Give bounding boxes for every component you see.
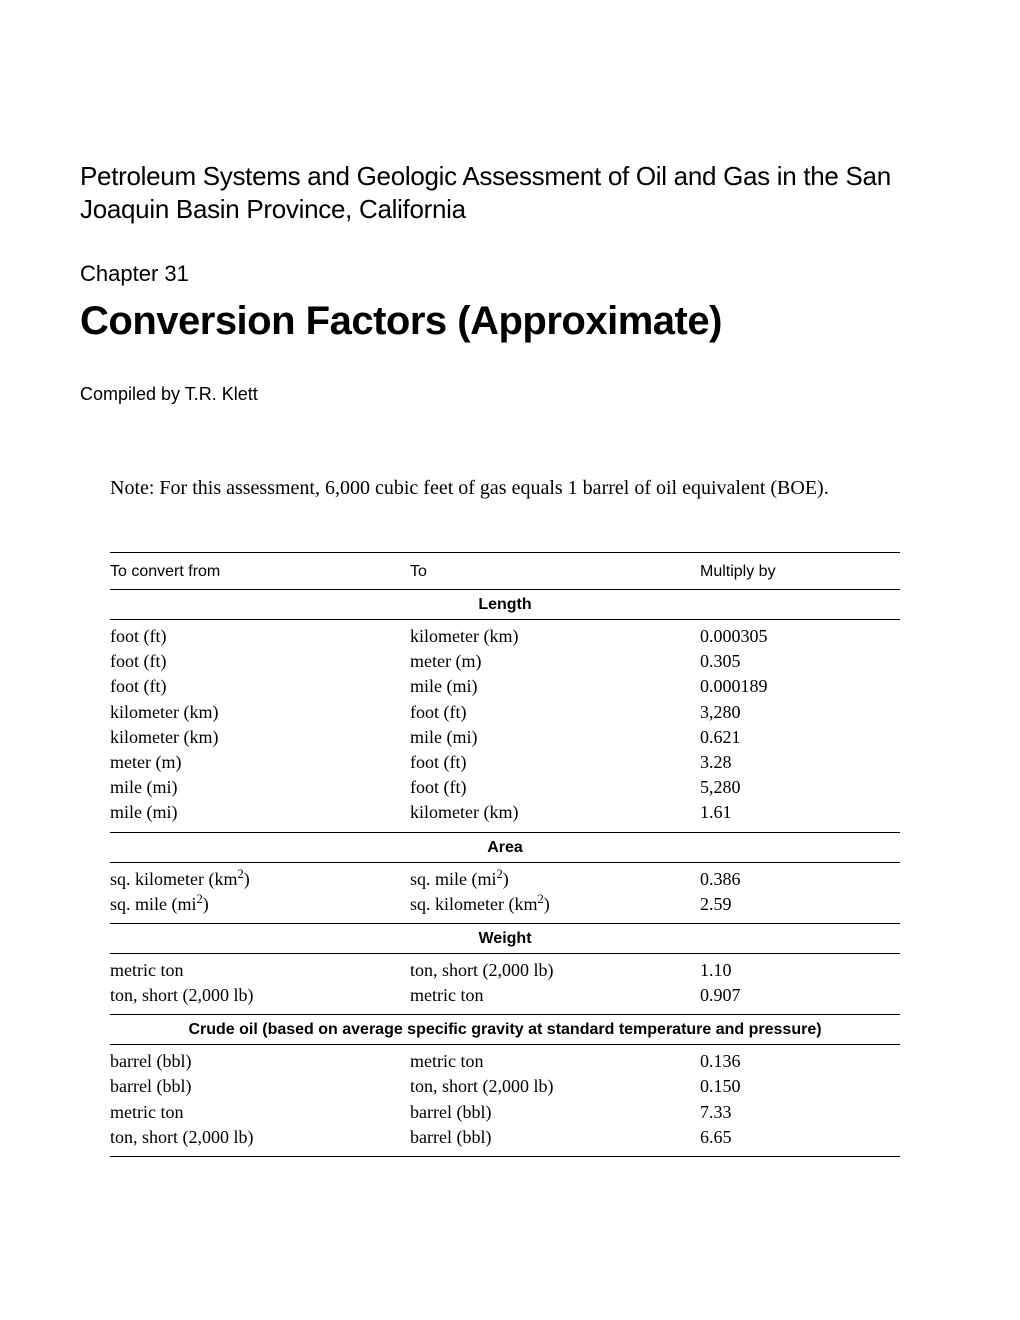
cell-from: foot (ft) (110, 624, 410, 649)
col-header-from: To convert from (110, 563, 410, 581)
cell-to: barrel (bbl) (410, 1125, 700, 1150)
col-header-mult: Multiply by (700, 563, 900, 581)
cell-mult: 2.59 (700, 892, 900, 917)
cell-mult: 1.61 (700, 800, 900, 825)
table-row: barrel (bbl)ton, short (2,000 lb)0.150 (110, 1074, 900, 1099)
cell-from: mile (mi) (110, 775, 410, 800)
cell-mult: 0.136 (700, 1049, 900, 1074)
cell-from: sq. kilometer (km2) (110, 867, 410, 892)
cell-to: metric ton (410, 983, 700, 1008)
cell-mult: 0.000305 (700, 624, 900, 649)
cell-mult: 0.621 (700, 725, 900, 750)
cell-to: kilometer (km) (410, 800, 700, 825)
table-row: sq. kilometer (km2)sq. mile (mi2)0.386 (110, 867, 900, 892)
section-block: sq. kilometer (km2)sq. mile (mi2)0.386sq… (110, 863, 900, 923)
assessment-note: Note: For this assessment, 6,000 cubic f… (110, 475, 840, 502)
section-title: Crude oil (based on average specific gra… (110, 1015, 900, 1044)
section-block: barrel (bbl)metric ton0.136barrel (bbl)t… (110, 1045, 900, 1156)
cell-from: barrel (bbl) (110, 1074, 410, 1099)
table-row: barrel (bbl)metric ton0.136 (110, 1049, 900, 1074)
cell-from: ton, short (2,000 lb) (110, 983, 410, 1008)
table-row: foot (ft)meter (m)0.305 (110, 649, 900, 674)
table-row: ton, short (2,000 lb)barrel (bbl)6.65 (110, 1125, 900, 1150)
cell-to: mile (mi) (410, 725, 700, 750)
document-page: Petroleum Systems and Geologic Assessmen… (0, 0, 1020, 1237)
cell-to: foot (ft) (410, 750, 700, 775)
cell-from: sq. mile (mi2) (110, 892, 410, 917)
table-row: sq. mile (mi2)sq. kilometer (km2)2.59 (110, 892, 900, 917)
section-title: Length (110, 590, 900, 619)
cell-to: ton, short (2,000 lb) (410, 958, 700, 983)
cell-from: metric ton (110, 1100, 410, 1125)
table-row: metric tonton, short (2,000 lb)1.10 (110, 958, 900, 983)
cell-from: foot (ft) (110, 649, 410, 674)
table-header-row: To convert from To Multiply by (110, 553, 900, 589)
section-title: Area (110, 833, 900, 862)
cell-from: mile (mi) (110, 800, 410, 825)
table-row: mile (mi)foot (ft)5,280 (110, 775, 900, 800)
cell-from: ton, short (2,000 lb) (110, 1125, 410, 1150)
cell-mult: 5,280 (700, 775, 900, 800)
page-heading: Conversion Factors (Approximate) (80, 299, 940, 344)
table-row: foot (ft)kilometer (km)0.000305 (110, 624, 900, 649)
table-row: ton, short (2,000 lb)metric ton0.907 (110, 983, 900, 1008)
table-row: kilometer (km)foot (ft)3,280 (110, 700, 900, 725)
cell-mult: 1.10 (700, 958, 900, 983)
table-body: Lengthfoot (ft)kilometer (km)0.000305foo… (110, 590, 900, 1157)
cell-to: mile (mi) (410, 674, 700, 699)
cell-mult: 0.386 (700, 867, 900, 892)
cell-mult: 7.33 (700, 1100, 900, 1125)
cell-mult: 0.305 (700, 649, 900, 674)
conversion-table: To convert from To Multiply by Length foo… (110, 552, 900, 1157)
document-title: Petroleum Systems and Geologic Assessmen… (80, 160, 940, 225)
cell-to: barrel (bbl) (410, 1100, 700, 1125)
table-row: foot (ft)mile (mi)0.000189 (110, 674, 900, 699)
section-title: Weight (110, 924, 900, 953)
cell-from: kilometer (km) (110, 725, 410, 750)
cell-to: foot (ft) (410, 700, 700, 725)
cell-to: meter (m) (410, 649, 700, 674)
cell-to: sq. mile (mi2) (410, 867, 700, 892)
cell-to: ton, short (2,000 lb) (410, 1074, 700, 1099)
table-rule (110, 1156, 900, 1157)
table-row: meter (m)foot (ft)3.28 (110, 750, 900, 775)
col-header-to: To (410, 563, 700, 581)
compiled-by: Compiled by T.R. Klett (80, 384, 940, 405)
chapter-label: Chapter 31 (80, 261, 940, 287)
cell-from: foot (ft) (110, 674, 410, 699)
cell-mult: 0.907 (700, 983, 900, 1008)
cell-from: barrel (bbl) (110, 1049, 410, 1074)
cell-from: meter (m) (110, 750, 410, 775)
cell-mult: 0.150 (700, 1074, 900, 1099)
cell-mult: 3.28 (700, 750, 900, 775)
cell-from: kilometer (km) (110, 700, 410, 725)
cell-mult: 0.000189 (700, 674, 900, 699)
cell-mult: 3,280 (700, 700, 900, 725)
table-row: metric tonbarrel (bbl)7.33 (110, 1100, 900, 1125)
table-row: mile (mi)kilometer (km)1.61 (110, 800, 900, 825)
cell-to: kilometer (km) (410, 624, 700, 649)
section-block: foot (ft)kilometer (km)0.000305foot (ft)… (110, 620, 900, 832)
section-block: metric tonton, short (2,000 lb)1.10ton, … (110, 954, 900, 1014)
cell-to: metric ton (410, 1049, 700, 1074)
cell-to: sq. kilometer (km2) (410, 892, 700, 917)
cell-mult: 6.65 (700, 1125, 900, 1150)
cell-to: foot (ft) (410, 775, 700, 800)
table-row: kilometer (km)mile (mi)0.621 (110, 725, 900, 750)
cell-from: metric ton (110, 958, 410, 983)
